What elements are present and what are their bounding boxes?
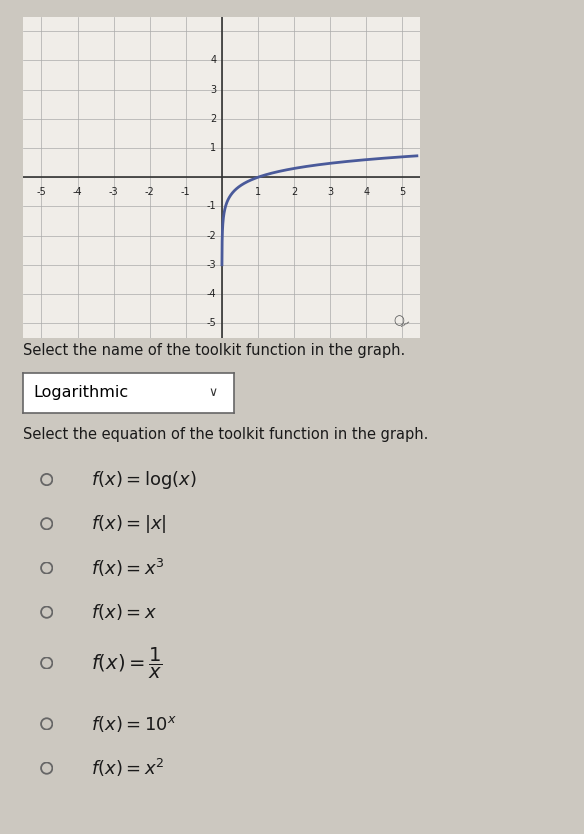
Text: -1: -1 <box>181 188 190 198</box>
Text: /: / <box>399 320 409 329</box>
Text: 1: 1 <box>255 188 261 198</box>
Text: 5: 5 <box>399 188 405 198</box>
Text: $f(x) = x^3$: $f(x) = x^3$ <box>91 557 164 579</box>
Text: 2: 2 <box>210 114 217 123</box>
Text: Select the name of the toolkit function in the graph.: Select the name of the toolkit function … <box>23 344 406 359</box>
Text: $f(x) = x^2$: $f(x) = x^2$ <box>91 757 164 779</box>
Text: $f(x) = 10^x$: $f(x) = 10^x$ <box>91 714 176 734</box>
Text: -4: -4 <box>207 289 217 299</box>
Text: -3: -3 <box>109 188 119 198</box>
Text: -4: -4 <box>72 188 82 198</box>
Text: 2: 2 <box>291 188 297 198</box>
Text: 1: 1 <box>210 143 217 153</box>
Text: -2: -2 <box>207 231 217 240</box>
Text: -5: -5 <box>37 188 46 198</box>
Text: 4: 4 <box>210 56 217 65</box>
Text: -3: -3 <box>207 260 217 269</box>
Text: ○: ○ <box>394 314 404 327</box>
Text: 4: 4 <box>363 188 370 198</box>
Text: Select the equation of the toolkit function in the graph.: Select the equation of the toolkit funct… <box>23 427 429 442</box>
Text: $f(x) = |x|$: $f(x) = |x|$ <box>91 513 166 535</box>
Text: $f(x) = x$: $f(x) = x$ <box>91 602 157 622</box>
Text: -1: -1 <box>207 202 217 211</box>
Text: $f(x) = \dfrac{1}{x}$: $f(x) = \dfrac{1}{x}$ <box>91 646 162 681</box>
Text: 3: 3 <box>327 188 333 198</box>
Text: -5: -5 <box>207 319 217 328</box>
Text: ∨: ∨ <box>208 386 217 399</box>
Text: Logarithmic: Logarithmic <box>34 385 129 400</box>
Text: 3: 3 <box>210 85 217 94</box>
Text: -2: -2 <box>145 188 155 198</box>
Text: $f(x) = \mathrm{log}(x)$: $f(x) = \mathrm{log}(x)$ <box>91 469 196 490</box>
